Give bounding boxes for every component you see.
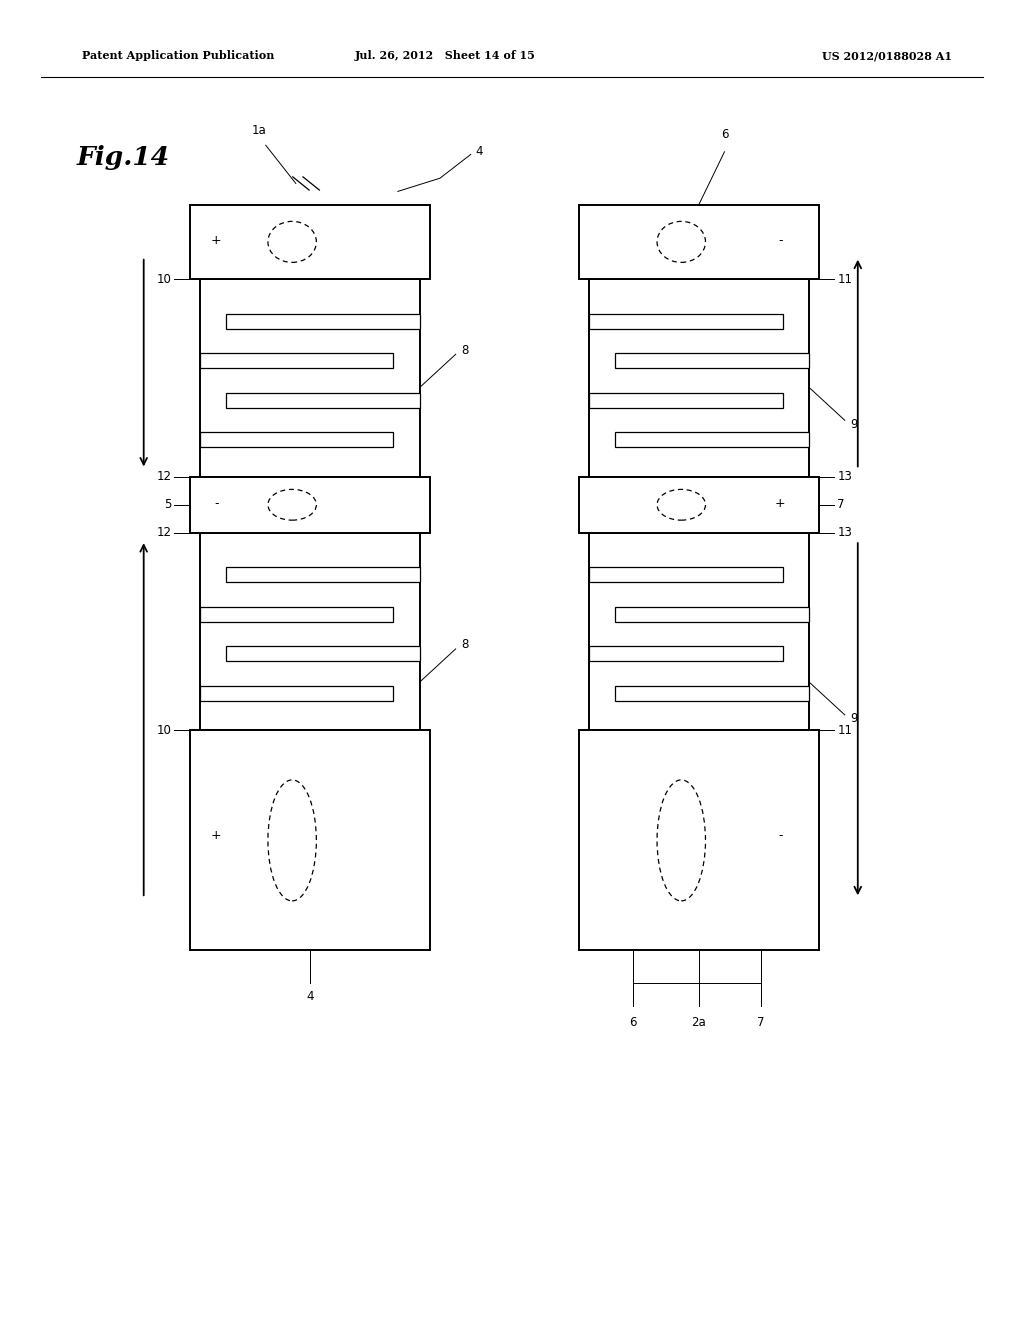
Text: Patent Application Publication: Patent Application Publication bbox=[82, 50, 274, 61]
Text: 9: 9 bbox=[850, 713, 857, 726]
Bar bbox=[579, 730, 819, 950]
Text: 10: 10 bbox=[157, 273, 171, 285]
Text: 6: 6 bbox=[721, 128, 728, 141]
Text: 9: 9 bbox=[850, 418, 857, 430]
Text: Fig.14: Fig.14 bbox=[77, 145, 170, 170]
Bar bbox=[189, 205, 430, 280]
Bar bbox=[615, 352, 809, 368]
Bar bbox=[589, 533, 809, 730]
Bar bbox=[589, 568, 782, 582]
Bar bbox=[615, 685, 809, 701]
Text: -: - bbox=[214, 498, 218, 510]
Text: +: + bbox=[211, 234, 221, 247]
Text: 4: 4 bbox=[476, 145, 483, 158]
Bar bbox=[226, 392, 420, 408]
Text: +: + bbox=[775, 498, 785, 510]
Bar bbox=[615, 432, 809, 447]
Bar bbox=[579, 477, 819, 533]
Text: +: + bbox=[211, 829, 221, 842]
Bar bbox=[589, 314, 782, 329]
Text: 8: 8 bbox=[461, 639, 468, 652]
Bar bbox=[615, 607, 809, 622]
Bar bbox=[189, 477, 430, 533]
Bar bbox=[589, 392, 782, 408]
Text: 5: 5 bbox=[164, 498, 171, 511]
Bar bbox=[200, 685, 393, 701]
Bar bbox=[200, 432, 393, 447]
Text: 13: 13 bbox=[838, 527, 852, 540]
Text: -: - bbox=[778, 829, 782, 842]
Text: 11: 11 bbox=[838, 723, 852, 737]
Text: 10: 10 bbox=[157, 723, 171, 737]
Bar bbox=[226, 314, 420, 329]
Text: 4: 4 bbox=[306, 990, 313, 1003]
Bar bbox=[189, 730, 430, 950]
Bar bbox=[579, 205, 819, 280]
Text: 12: 12 bbox=[157, 527, 171, 540]
Bar bbox=[200, 607, 393, 622]
Text: 1a: 1a bbox=[252, 124, 266, 137]
Text: 7: 7 bbox=[838, 498, 845, 511]
Text: Jul. 26, 2012   Sheet 14 of 15: Jul. 26, 2012 Sheet 14 of 15 bbox=[355, 50, 536, 61]
Text: 7: 7 bbox=[757, 1016, 764, 1030]
Text: US 2012/0188028 A1: US 2012/0188028 A1 bbox=[822, 50, 952, 61]
Text: 8: 8 bbox=[461, 345, 468, 356]
Text: 2a: 2a bbox=[691, 1016, 707, 1030]
Bar bbox=[200, 533, 420, 730]
Bar bbox=[589, 280, 809, 477]
Text: 11: 11 bbox=[838, 273, 852, 285]
Bar bbox=[226, 647, 420, 661]
Bar bbox=[200, 280, 420, 477]
Text: 13: 13 bbox=[838, 470, 852, 483]
Bar bbox=[589, 647, 782, 661]
Text: 6: 6 bbox=[629, 1016, 637, 1030]
Text: 12: 12 bbox=[157, 470, 171, 483]
Bar bbox=[200, 352, 393, 368]
Bar bbox=[226, 568, 420, 582]
Text: -: - bbox=[778, 234, 782, 247]
